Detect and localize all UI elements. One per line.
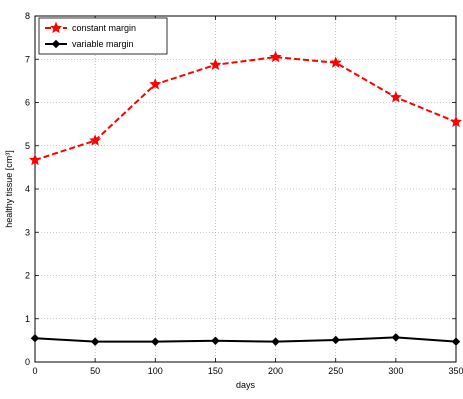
data-point-constant-margin [329, 56, 342, 68]
y-tick-label: 2 [25, 271, 30, 281]
data-point-variable-margin [271, 337, 280, 346]
series-variable-margin [30, 333, 461, 346]
series-group [29, 50, 462, 346]
y-tick-label: 4 [25, 184, 30, 194]
data-point-constant-margin [389, 91, 402, 103]
legend-marker [50, 21, 62, 34]
series-line-variable-margin [34, 336, 457, 343]
y-tick-label: 0 [25, 357, 30, 367]
y-tick-label: 5 [25, 141, 30, 151]
x-tick-label: 350 [448, 366, 463, 376]
y-tick-label: 1 [25, 314, 30, 324]
legend-label-constant-margin: constant margin [72, 23, 136, 33]
x-axis-label: days [236, 380, 256, 390]
data-point-variable-margin [451, 337, 461, 346]
x-tick-label: 100 [148, 366, 163, 376]
y-tick-label: 8 [25, 11, 30, 21]
data-point-constant-margin [149, 78, 162, 90]
data-point-constant-margin [450, 115, 462, 128]
axis-ticks: 0 50 100 150 200 250 300 350 0 1 2 3 4 5 6 7 8 [25, 11, 463, 376]
legend-label-variable-margin: variable margin [72, 39, 134, 49]
x-tick-label: 0 [32, 366, 37, 376]
x-tick-label: 200 [268, 366, 283, 376]
data-point-variable-margin [331, 335, 340, 345]
series-line-constant-margin [34, 56, 457, 161]
x-tick-label: 50 [90, 366, 100, 376]
data-point-constant-margin [209, 58, 222, 70]
y-tick-label: 6 [25, 98, 30, 108]
y-tick-label: 7 [25, 54, 30, 64]
data-point-variable-margin [30, 333, 40, 343]
x-tick-label: 250 [328, 366, 343, 376]
series-constant-margin [29, 50, 462, 166]
y-tick-label: 3 [25, 227, 30, 237]
data-point-variable-margin [90, 337, 100, 346]
x-tick-label: 150 [208, 366, 223, 376]
data-point-variable-margin [391, 333, 401, 342]
data-point-constant-margin [29, 153, 41, 166]
data-point-constant-margin [89, 134, 102, 146]
y-axis-label: healthy tissue [cm³] [4, 150, 14, 228]
legend-marker [51, 39, 61, 49]
legend-box [38, 17, 168, 55]
data-point-constant-margin [269, 50, 282, 63]
legend: constant margin variable margin [38, 17, 168, 55]
x-tick-label: 300 [388, 366, 403, 376]
data-point-variable-margin [151, 337, 160, 346]
data-point-variable-margin [211, 336, 220, 346]
